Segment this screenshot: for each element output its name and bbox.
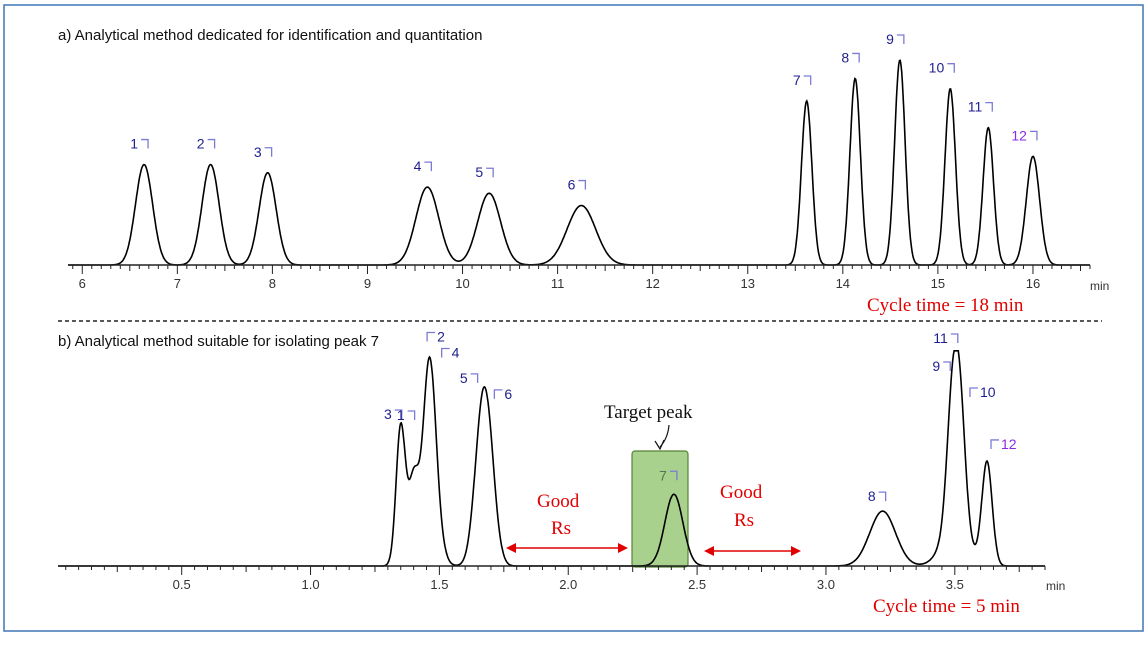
x-tick-label-b: 2.5 (688, 577, 706, 592)
peak-bracket-b-2 (426, 331, 436, 342)
target-peak-label: Target peak (604, 402, 693, 423)
x-tick-label-a: 11 (551, 276, 565, 291)
peak-label-a-10: 10 (929, 60, 945, 76)
target-arrowhead (654, 439, 665, 451)
target-arrow (659, 424, 670, 448)
xlabel-b: min (1046, 579, 1065, 593)
peak-label-a-8: 8 (841, 49, 849, 65)
peak-bracket-b-12 (990, 439, 1000, 449)
peak-bracket-a-11 (985, 102, 993, 112)
peak-label-a-7: 7 (793, 72, 801, 88)
x-tick-label-a: 6 (79, 276, 86, 291)
x-tick-label-b: 3.0 (817, 577, 835, 592)
peak-bracket-a-5 (486, 167, 494, 178)
trace-a-line (68, 59, 1090, 266)
peak-label-a-1: 1 (130, 136, 138, 152)
peak-label-b-10: 10 (980, 384, 996, 400)
x-tick-label-a: 14 (836, 276, 850, 291)
peak-label-b-3: 3 (384, 406, 392, 422)
x-axis-b: 0.5 1.0 1.5 2.0 2.5 3.0 3.5 (58, 565, 1046, 592)
cycle-time-b: Cycle time = 5 min (873, 596, 1020, 617)
peak-bracket-a-1 (141, 138, 149, 149)
peak-bracket-b-6 (493, 389, 503, 399)
peak-label-a-5: 5 (475, 164, 483, 180)
good-rs-right-line1: Good (720, 482, 763, 503)
peak-bracket-a-12 (1029, 130, 1038, 141)
peak-bracket-b-5 (470, 373, 479, 383)
peak-label-b-12: 12 (1001, 436, 1017, 452)
good-rs-left-line2: Rs (551, 518, 571, 539)
peak-bracket-a-10 (947, 63, 955, 73)
peak-label-b-1: 1 (397, 407, 405, 423)
peak-label-b-11: 11 (933, 330, 948, 346)
cycle-time-a: Cycle time = 18 min (867, 295, 1024, 316)
peak-label-a-9: 9 (886, 31, 894, 47)
peak-bracket-b-3 (394, 409, 403, 420)
peak-label-a-3: 3 (254, 144, 262, 160)
peak-bracket-a-8 (852, 52, 860, 63)
peak-label-a-6: 6 (568, 177, 576, 193)
peak-label-a-4: 4 (414, 158, 422, 174)
peak-label-b-7: 7 (659, 467, 667, 483)
x-tick-label-a: 13 (741, 276, 755, 291)
x-tick-label-b: 2.0 (559, 577, 577, 592)
x-axis-a: 6 7 8 9 10 11 12 13 14 15 16 (68, 264, 1091, 291)
peak-bracket-b-7 (669, 470, 678, 481)
peak-label-a-11: 11 (968, 99, 983, 115)
x-tick-label-b: 3.5 (946, 577, 964, 592)
good-rs-right-line2: Rs (734, 510, 754, 531)
good-rs-left-line1: Good (537, 491, 580, 512)
peak-label-b-9: 9 (932, 358, 940, 374)
x-tick-label-a: 8 (269, 276, 276, 291)
peak-bracket-b-11 (950, 333, 959, 343)
peak-bracket-b-4 (441, 347, 450, 358)
x-tick-label-a: 7 (174, 276, 181, 291)
panel-a-title: a) Analytical method dedicated for ident… (58, 27, 482, 44)
panel-b-title: b) Analytical method suitable for isolat… (58, 333, 379, 350)
outer-border (3, 4, 1144, 632)
peak-bracket-b-10 (969, 387, 978, 397)
x-tick-label-a: 16 (1026, 276, 1040, 291)
x-tick-label-b: 1.5 (430, 577, 448, 592)
good-rs-right-arrow (704, 546, 801, 556)
x-tick-label-a: 9 (364, 276, 371, 291)
peak-bracket-a-2 (207, 138, 216, 149)
x-tick-label-b: 1.0 (302, 577, 320, 592)
peak-bracket-a-6 (578, 179, 587, 190)
xlabel-a: min (1090, 279, 1109, 293)
x-tick-label-a: 10 (455, 276, 469, 291)
x-tick-label-b: 0.5 (173, 577, 191, 592)
peak-bracket-a-3 (264, 147, 273, 157)
x-tick-label-a: 12 (645, 276, 659, 291)
peak-label-b-2: 2 (437, 328, 445, 344)
peak-bracket-b-9 (943, 361, 951, 371)
target-peak-box (631, 450, 689, 568)
peak-label-a-12: 12 (1011, 127, 1027, 143)
x-tick-label-a: 15 (931, 276, 945, 291)
peak-bracket-a-4 (424, 161, 433, 172)
peak-bracket-b-8 (878, 491, 887, 502)
good-rs-left-arrow (506, 543, 628, 553)
peak-bracket-a-7 (803, 75, 812, 85)
peak-bracket-a-9 (896, 34, 905, 44)
peak-bracket-b-1 (407, 410, 416, 421)
peak-label-b-5: 5 (460, 370, 468, 386)
peak-label-a-2: 2 (197, 136, 205, 152)
peak-label-b-8: 8 (868, 488, 876, 504)
peak-label-b-6: 6 (504, 386, 512, 402)
peak-label-b-4: 4 (452, 344, 460, 360)
